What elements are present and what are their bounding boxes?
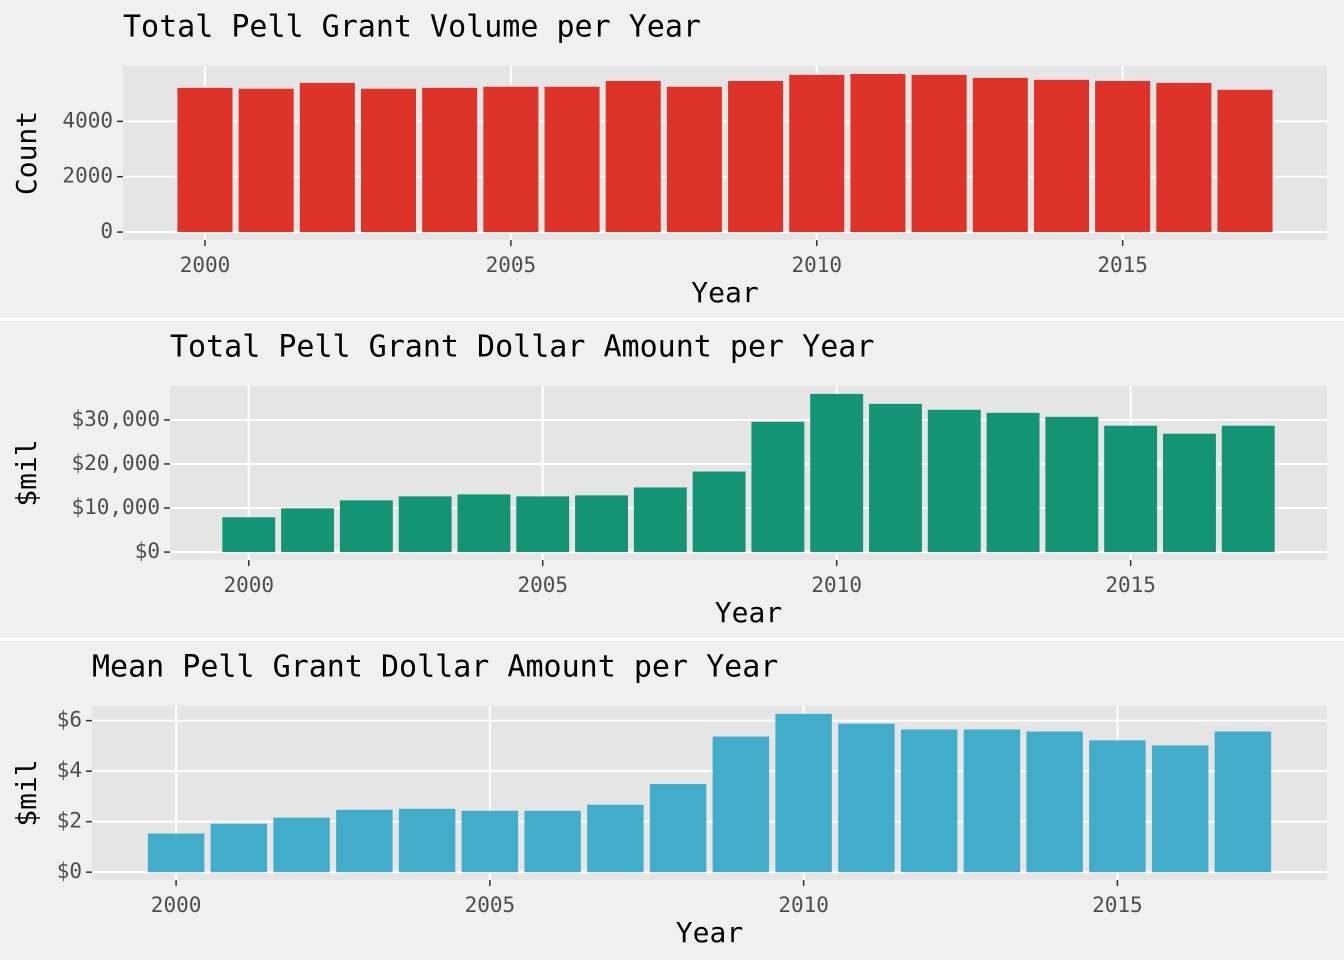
x-tick-label: 2000 <box>151 893 202 917</box>
y-tick-label: $30,000 <box>71 407 160 431</box>
bar <box>177 87 233 233</box>
bar <box>1026 731 1083 873</box>
bar <box>986 412 1040 553</box>
y-tick-label: $10,000 <box>71 495 160 519</box>
bar <box>1089 740 1146 873</box>
bar <box>544 86 600 233</box>
bar <box>789 74 845 233</box>
bar <box>838 723 895 873</box>
bar <box>273 817 330 873</box>
bar <box>461 810 519 873</box>
bar <box>398 808 456 873</box>
bar <box>483 86 539 233</box>
x-tick-label: 2015 <box>1092 893 1143 917</box>
bar <box>457 494 511 553</box>
separator <box>0 638 1344 641</box>
y-axis-label: Count <box>10 111 43 195</box>
bar <box>1221 425 1275 553</box>
bar <box>1156 82 1212 233</box>
y-tick-label: $20,000 <box>71 451 160 475</box>
bar <box>222 517 276 553</box>
x-tick-label: 2010 <box>791 253 842 277</box>
bar <box>339 500 393 553</box>
bar <box>1033 79 1090 233</box>
bar <box>850 74 906 233</box>
bar <box>516 496 570 553</box>
y-tick-label: $0 <box>57 859 82 883</box>
y-tick-label: 2000 <box>62 164 113 188</box>
x-tick-label: 2005 <box>465 893 516 917</box>
bar <box>972 77 1028 233</box>
chart-title: Mean Pell Grant Dollar Amount per Year <box>92 650 778 685</box>
bar <box>605 80 661 233</box>
y-tick-label: $0 <box>135 539 160 563</box>
x-axis-label: Year <box>676 916 743 949</box>
bar <box>810 393 864 553</box>
y-tick-label: $4 <box>57 758 82 782</box>
bar <box>398 496 452 553</box>
y-tick-label: $6 <box>57 708 82 732</box>
x-axis-label: Year <box>691 276 758 309</box>
bar <box>524 810 581 873</box>
y-tick-label: $2 <box>57 809 82 833</box>
bar <box>210 823 268 873</box>
bar <box>775 713 832 873</box>
x-tick-label: 2005 <box>517 573 568 597</box>
bar <box>666 86 722 233</box>
x-tick-label: 2005 <box>486 253 537 277</box>
bar <box>1104 425 1158 553</box>
x-tick-label: 2015 <box>1097 253 1148 277</box>
bar <box>422 87 478 233</box>
y-axis-label: $mil <box>10 759 43 826</box>
bar <box>238 88 294 233</box>
x-tick-label: 2015 <box>1105 573 1156 597</box>
bar <box>1217 89 1273 233</box>
bar <box>911 74 967 233</box>
bar <box>1045 416 1099 553</box>
bar <box>575 495 628 553</box>
y-tick-label: 4000 <box>62 108 113 132</box>
chart-title: Total Pell Grant Dollar Amount per Year <box>170 330 874 365</box>
bar <box>1095 80 1151 233</box>
bar <box>147 833 205 873</box>
x-axis-label: Year <box>715 596 782 629</box>
bar <box>900 729 958 873</box>
bar <box>751 421 805 553</box>
x-tick-label: 2000 <box>180 253 231 277</box>
x-tick-label: 2010 <box>778 893 829 917</box>
bar <box>927 409 981 553</box>
bar <box>1151 745 1209 873</box>
bar <box>360 88 417 233</box>
bar <box>587 804 644 873</box>
bar <box>869 403 922 553</box>
bar <box>712 736 770 873</box>
bar <box>633 487 687 553</box>
y-tick-label: 0 <box>100 219 113 243</box>
bar <box>692 471 746 553</box>
bar <box>649 784 707 873</box>
bar <box>281 508 335 553</box>
bar <box>728 80 784 233</box>
bar <box>1162 433 1216 553</box>
separator <box>0 318 1344 321</box>
bar <box>299 82 355 233</box>
bar <box>1214 731 1272 873</box>
chart-title: Total Pell Grant Volume per Year <box>123 10 701 45</box>
bar <box>963 729 1021 873</box>
bar <box>336 809 393 873</box>
y-axis-label: $mil <box>10 439 43 506</box>
x-tick-label: 2000 <box>223 573 274 597</box>
x-tick-label: 2010 <box>811 573 862 597</box>
